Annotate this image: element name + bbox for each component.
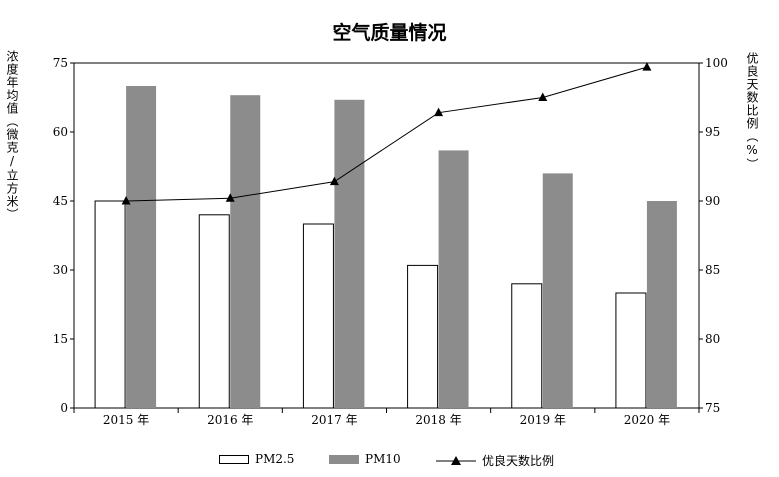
x-tick-label: 2018 年: [415, 413, 461, 427]
right-tick-label: 85: [705, 263, 720, 277]
left-axis-label: 浓度年均值（微克/立方米）: [5, 50, 19, 221]
legend-item-ratio: 优良天数比例: [436, 452, 554, 469]
bar-pm25: [615, 292, 647, 409]
left-tick-label: 60: [53, 125, 68, 139]
bar-pm10: [542, 173, 573, 408]
legend-item-pm10: PM10: [329, 452, 401, 466]
right-tick-label: 95: [705, 125, 720, 139]
legend-line-ratio: [436, 455, 476, 467]
bar-pm10: [438, 150, 469, 408]
plot-frame: [73, 62, 700, 409]
legend-swatch-pm25: [219, 454, 249, 464]
right-tick-label: 80: [705, 332, 720, 346]
left-tick-label: 0: [60, 401, 68, 415]
bar-pm25: [511, 283, 543, 409]
bar-pm25: [302, 223, 334, 409]
right-tick-label: 75: [705, 401, 720, 415]
right-tick-label: 90: [705, 194, 720, 208]
point-ratio: [642, 62, 652, 71]
bar-pm10: [126, 86, 157, 408]
legend-label-ratio: 优良天数比例: [482, 454, 555, 468]
legend-label-pm10: PM10: [365, 452, 401, 466]
bar-pm25: [198, 214, 230, 409]
bar-pm10: [334, 99, 365, 409]
point-ratio: [121, 196, 131, 205]
x-tick-label: 2020 年: [624, 413, 670, 427]
point-ratio: [329, 176, 339, 186]
bar-pm25: [94, 200, 126, 409]
line-ratio: [126, 66, 648, 202]
legend-label-pm25: PM2.5: [255, 452, 295, 466]
x-tick-label: 2019 年: [520, 413, 566, 427]
left-tick-label: 15: [53, 332, 68, 346]
x-tick-label: 2016 年: [207, 413, 253, 427]
legend-swatch-pm10: [329, 454, 359, 464]
bar-pm10: [230, 95, 261, 408]
right-axis-label: 优良天数比例（%）: [745, 52, 759, 171]
legend: PM2.5 PM10 优良天数比例: [0, 452, 779, 470]
left-tick-label: 45: [53, 194, 68, 208]
x-tick-label: 2017 年: [311, 413, 357, 427]
bar-pm10: [646, 201, 677, 408]
left-tick-label: 75: [53, 56, 68, 70]
point-ratio: [225, 193, 235, 202]
chart-title: 空气质量情况: [332, 22, 447, 44]
right-tick-label: 100: [705, 56, 728, 70]
point-ratio: [434, 107, 444, 117]
x-tick-label: 2015 年: [103, 413, 149, 427]
left-tick-label: 30: [53, 263, 68, 277]
bar-pm25: [407, 264, 439, 409]
legend-item-pm25: PM2.5: [219, 452, 294, 466]
point-ratio: [538, 92, 548, 101]
